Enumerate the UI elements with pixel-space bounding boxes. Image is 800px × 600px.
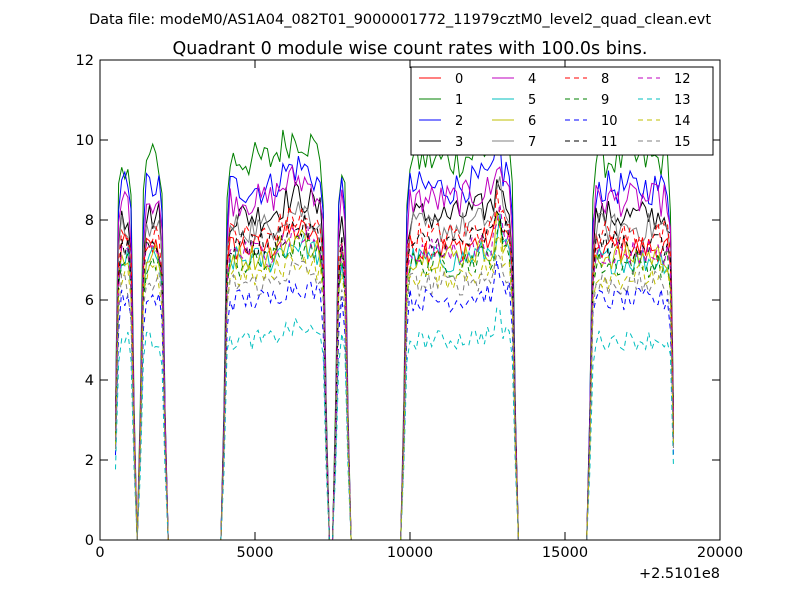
legend-frame [410,66,714,156]
series-line-3 [115,179,674,541]
legend-label-13: 13 [674,93,691,108]
x-tick-label-5000: 5000 [237,545,274,561]
chart-title: Quadrant 0 module wise count rates with … [173,39,648,59]
legend-label-7: 7 [528,135,536,150]
legend-label-3: 3 [455,135,463,150]
y-tick-label-12: 12 [76,53,94,69]
series-line-5 [115,213,674,541]
series-line-4 [115,164,674,541]
legend-label-12: 12 [674,72,691,87]
plot-area: 0 5000 10000 15000 2000002468101201234567891… [76,53,744,561]
chart-suptitle: Data file: modeM0/AS1A04_082T01_90000017… [89,12,711,28]
x-tick-label-20000: 20000 [697,545,743,561]
y-tick-label-0: 0 [85,533,94,549]
series-line-12 [115,203,674,541]
x-tick-label-15000: 15000 [542,545,588,561]
legend-label-0: 0 [455,72,463,87]
series-line-0 [115,210,674,541]
legend-label-1: 1 [455,93,463,108]
y-tick-label-4: 4 [85,373,94,389]
series-line-7 [115,176,674,541]
series-line-11 [115,210,674,541]
legend-label-11: 11 [601,135,618,150]
x-tick-label-10000: 10000 [387,545,433,561]
legend-label-5: 5 [528,93,536,108]
legend-label-15: 15 [674,135,691,150]
series-line-8 [115,189,674,541]
legend-label-10: 10 [601,114,618,129]
legend-label-9: 9 [601,93,609,108]
legend-label-4: 4 [528,72,536,87]
legend-label-8: 8 [601,72,609,87]
y-tick-label-10: 10 [76,133,94,149]
series-line-6 [115,211,674,541]
legend-label-6: 6 [528,114,536,129]
y-tick-label-2: 2 [85,453,94,469]
x-offset-label: +2.5101e8 [639,566,720,582]
y-tick-label-6: 6 [85,293,94,309]
legend-label-14: 14 [674,114,691,129]
series-line-2 [115,139,674,541]
legend-label-2: 2 [455,114,463,129]
x-tick-label-0: 0 [95,545,104,561]
y-tick-label-8: 8 [85,213,94,229]
